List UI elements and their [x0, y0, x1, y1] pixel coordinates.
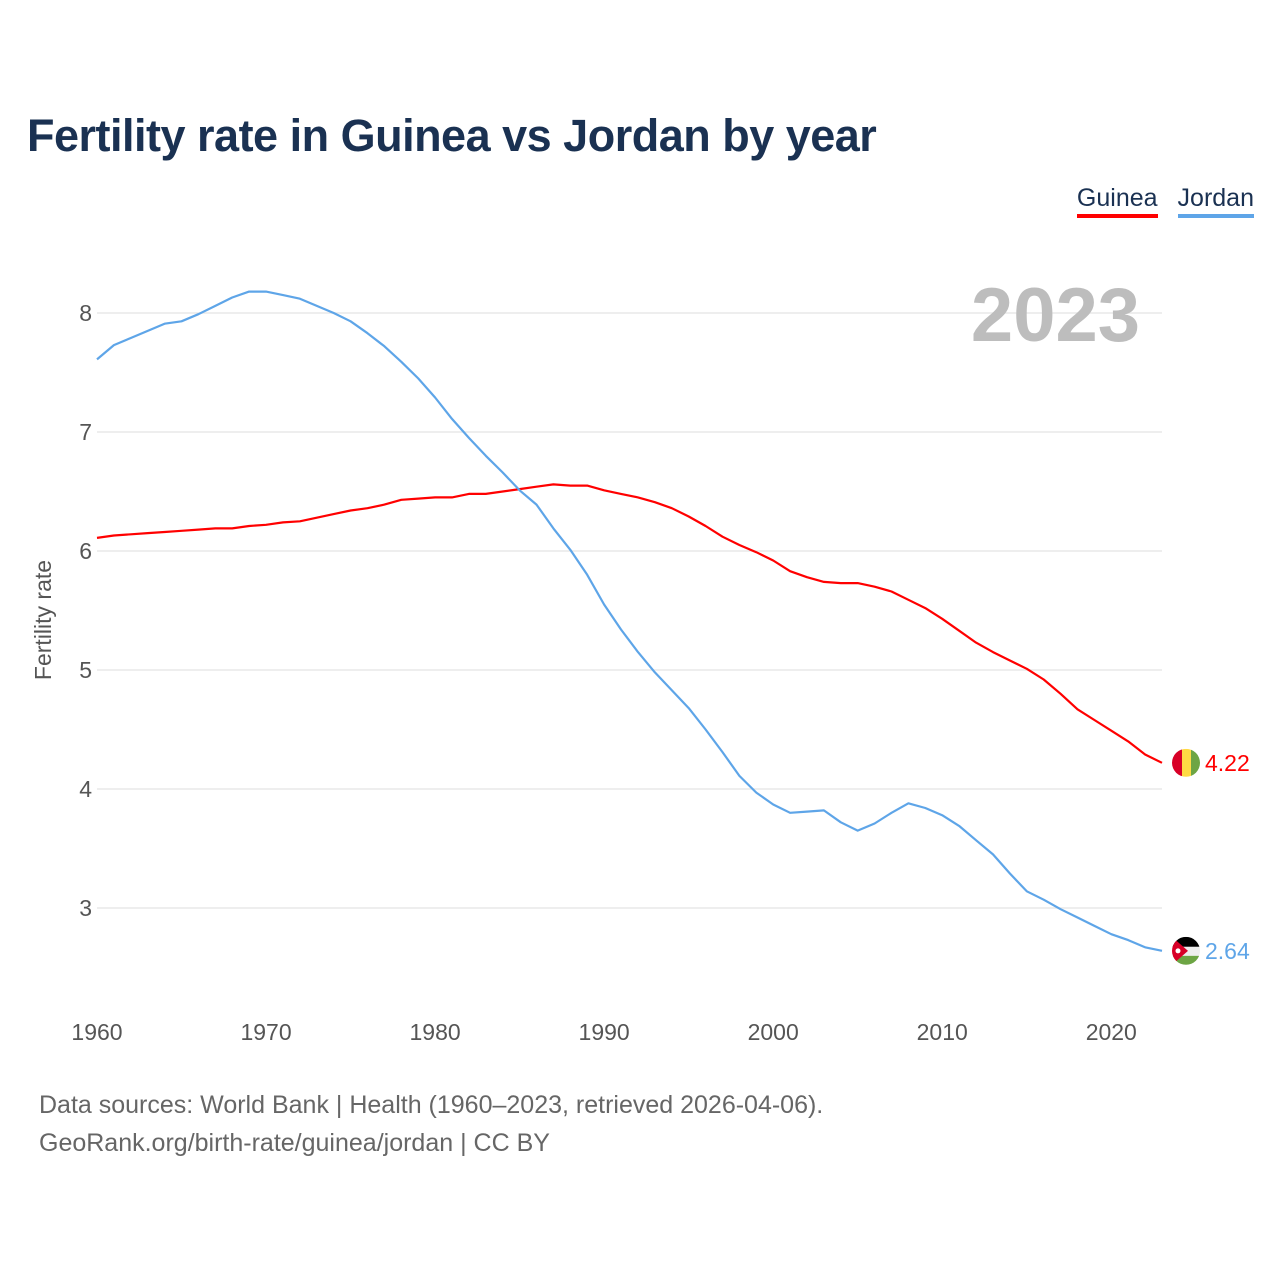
chart-title: Fertility rate in Guinea vs Jordan by ye…	[27, 110, 877, 161]
y-axis-label: Fertility rate	[30, 560, 56, 680]
source-note: Data sources: World Bank | Health (1960–…	[39, 1091, 824, 1119]
series-line-jordan[interactable]	[96, 290, 1163, 952]
jordan-flag-icon	[1172, 936, 1200, 965]
x-tick-label: 2020	[1086, 1019, 1137, 1045]
source-link[interactable]: GeoRank.org/birth-rate/guinea/jordan | C…	[39, 1129, 550, 1157]
y-tick-label: 7	[79, 419, 92, 445]
end-value-label-jordan: 2.64	[1205, 938, 1250, 964]
y-tick-label: 6	[79, 538, 92, 564]
x-tick-label: 1970	[240, 1019, 291, 1045]
year-label: 2023	[971, 273, 1140, 358]
x-tick-label: 2000	[748, 1019, 799, 1045]
series-line-guinea[interactable]	[96, 483, 1163, 764]
x-tick-label: 2010	[917, 1019, 968, 1045]
x-tick-label: 1960	[71, 1019, 122, 1045]
legend-item-guinea[interactable]: Guinea	[1076, 184, 1158, 218]
legend-item-jordan[interactable]: Jordan	[1177, 184, 1254, 218]
y-tick-label: 3	[79, 895, 92, 921]
y-tick-label: 8	[79, 300, 92, 326]
end-value-label-guinea: 4.22	[1205, 750, 1250, 776]
x-tick-label: 1990	[579, 1019, 630, 1045]
footer: Data sources: World Bank | Health (1960–…	[39, 1086, 823, 1162]
guinea-flag-icon	[1172, 748, 1200, 777]
y-tick-label: 5	[79, 657, 92, 683]
y-tick-label: 4	[79, 776, 92, 802]
legend: Guinea Jordan	[1076, 184, 1254, 218]
x-tick-label: 1980	[410, 1019, 461, 1045]
